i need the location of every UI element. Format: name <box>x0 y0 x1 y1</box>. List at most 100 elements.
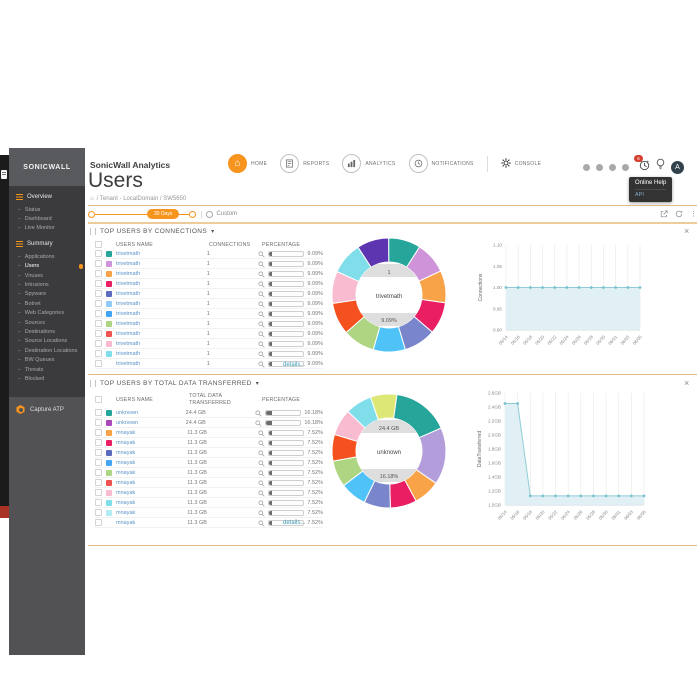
kebab-menu-icon[interactable]: ⋮ <box>690 211 697 218</box>
magnifier-icon[interactable] <box>258 514 265 532</box>
sidebar-item-users[interactable]: – Users <box>9 262 85 271</box>
username-link[interactable]: mnayak <box>116 489 136 496</box>
row-checkbox[interactable] <box>95 350 102 357</box>
panel-toggle-icon[interactable] <box>1 170 7 179</box>
section2-header[interactable]: TOP USERS BY TOTAL DATA TRANSFERRED ▾ <box>90 380 259 387</box>
sidebar-header-overview[interactable]: Overview <box>9 189 85 205</box>
sidebar-item-status[interactable]: – Status <box>9 205 85 214</box>
row-checkbox[interactable] <box>95 260 102 267</box>
row-checkbox[interactable] <box>95 459 102 466</box>
row-checkbox[interactable] <box>95 419 102 426</box>
row-checkbox[interactable] <box>95 300 102 307</box>
username-link[interactable]: trivetmath <box>116 300 141 307</box>
select-all-checkbox[interactable] <box>95 396 102 403</box>
drag-handle-icon[interactable] <box>90 380 96 387</box>
username-link[interactable]: trivetmath <box>116 270 141 277</box>
nav-reports[interactable]: REPORTS <box>280 154 329 173</box>
username-link[interactable]: mnayak <box>116 469 136 476</box>
sidebar-item-capture-atp[interactable]: Capture ATP <box>9 397 85 414</box>
username-link[interactable]: trivetmath <box>116 350 141 357</box>
row-checkbox[interactable] <box>95 360 102 367</box>
magnifier-icon[interactable] <box>258 494 265 512</box>
sidebar-item-botnet[interactable]: – Botnet <box>9 299 85 308</box>
range-start-handle[interactable] <box>88 210 95 218</box>
nav-notifications[interactable]: NOTIFICATIONS <box>408 154 474 173</box>
row-checkbox[interactable] <box>95 449 102 456</box>
username-link[interactable]: trivetmath <box>116 280 141 287</box>
sidebar-item-bw-queues[interactable]: – BW Queues <box>9 355 85 364</box>
row-checkbox[interactable] <box>95 409 102 416</box>
export-icon[interactable] <box>660 205 668 223</box>
magnifier-icon[interactable] <box>258 484 265 502</box>
notifications-clock-icon[interactable]: 6 <box>634 155 650 176</box>
row-checkbox[interactable] <box>95 429 102 436</box>
row-checkbox[interactable] <box>95 280 102 287</box>
magnifier-icon[interactable] <box>258 504 265 522</box>
row-checkbox[interactable] <box>95 250 102 257</box>
username-link[interactable]: mnayak <box>116 439 136 446</box>
row-checkbox[interactable] <box>95 320 102 327</box>
username-link[interactable]: mnayak <box>116 499 136 506</box>
sidebar-item-blocked[interactable]: – Blocked <box>9 374 85 383</box>
select-all-checkbox[interactable] <box>95 241 102 248</box>
username-link[interactable]: unknown <box>116 419 139 426</box>
magnifier-icon[interactable] <box>258 265 265 283</box>
username-link[interactable]: unknown <box>116 409 139 416</box>
row-checkbox[interactable] <box>95 519 102 526</box>
magnifier-icon[interactable] <box>258 424 265 442</box>
username-link[interactable]: mnayak <box>116 449 136 456</box>
row-checkbox[interactable] <box>95 509 102 516</box>
magnifier-icon[interactable] <box>258 444 265 462</box>
magnifier-icon[interactable] <box>258 245 265 263</box>
tooltip-online-help[interactable]: Online Help <box>635 180 667 186</box>
username-link[interactable]: mnayak <box>116 519 136 526</box>
magnifier-icon[interactable] <box>258 454 265 472</box>
section1-header[interactable]: TOP USERS BY CONNECTIONS ▾ <box>90 228 214 235</box>
sidebar-item-destinations[interactable]: – Destinations <box>9 327 85 336</box>
magnifier-icon[interactable] <box>255 404 262 422</box>
row-checkbox[interactable] <box>95 489 102 496</box>
sidebar-item-dashboard[interactable]: – Dashboard <box>9 214 85 223</box>
username-link[interactable]: trivetmath <box>116 250 141 257</box>
feedback-tab-icon[interactable] <box>0 506 9 518</box>
custom-range-radio[interactable] <box>206 210 214 218</box>
sidebar-item-web-categories[interactable]: – Web Categories <box>9 309 85 318</box>
username-link[interactable]: trivetmath <box>116 360 141 367</box>
username-link[interactable]: trivetmath <box>116 330 141 337</box>
magnifier-icon[interactable] <box>258 335 265 353</box>
magnifier-icon[interactable] <box>258 305 265 323</box>
row-checkbox[interactable] <box>95 270 102 277</box>
username-link[interactable]: trivetmath <box>116 260 141 267</box>
row-checkbox[interactable] <box>95 310 102 317</box>
username-link[interactable]: mnayak <box>116 459 136 466</box>
avatar[interactable]: A <box>671 160 684 174</box>
magnifier-icon[interactable] <box>258 255 265 273</box>
section1-details-link[interactable]: details... <box>283 362 306 368</box>
drag-handle-icon[interactable] <box>90 228 96 235</box>
range-selected-pill[interactable]: 30 Days <box>147 209 180 219</box>
row-checkbox[interactable] <box>95 330 102 337</box>
row-checkbox[interactable] <box>95 469 102 476</box>
magnifier-icon[interactable] <box>258 275 265 293</box>
magnifier-icon[interactable] <box>258 295 265 313</box>
username-link[interactable]: mnayak <box>116 429 136 436</box>
sidebar-item-viruses[interactable]: – Viruses <box>9 271 85 280</box>
help-bulb-icon[interactable] <box>656 158 665 176</box>
sidebar-header-summary[interactable]: Summary <box>9 236 85 252</box>
magnifier-icon[interactable] <box>258 285 265 303</box>
magnifier-icon[interactable] <box>255 414 262 432</box>
section2-details-link[interactable]: details... <box>283 520 306 526</box>
row-checkbox[interactable] <box>95 340 102 347</box>
section2-close-icon[interactable]: × <box>684 378 690 388</box>
range-end-handle[interactable] <box>189 210 197 218</box>
refresh-icon[interactable] <box>675 205 683 223</box>
sidebar-item-intrusions[interactable]: – Intrusions <box>9 280 85 289</box>
row-checkbox[interactable] <box>95 290 102 297</box>
nav-home[interactable]: ⌂ HOME <box>228 154 267 173</box>
username-link[interactable]: mnayak <box>116 479 136 486</box>
nav-analytics[interactable]: ANALYTICS <box>342 154 395 173</box>
tooltip-api[interactable]: API <box>635 189 667 198</box>
username-link[interactable]: trivetmath <box>116 310 141 317</box>
magnifier-icon[interactable] <box>258 315 265 333</box>
sidebar-item-spyware[interactable]: – Spyware <box>9 290 85 299</box>
